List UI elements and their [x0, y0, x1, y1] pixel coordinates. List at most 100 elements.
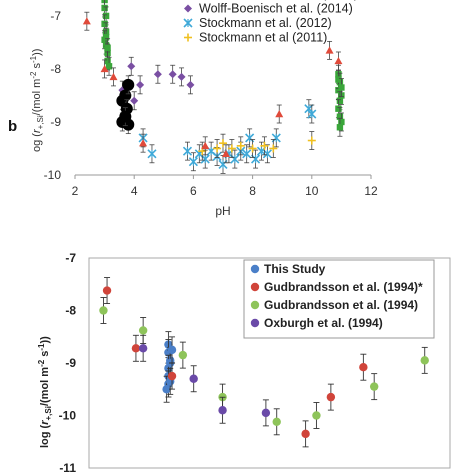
- top-x-tick-label: 12: [364, 184, 378, 198]
- data-point: [420, 356, 429, 365]
- square-point: [336, 124, 344, 131]
- diamond-point: [186, 80, 195, 89]
- top-x-tick-label: 10: [305, 184, 319, 198]
- triangle-point: [275, 110, 284, 118]
- diamond-point: [168, 70, 177, 79]
- top-x-tick-label: 2: [72, 184, 79, 198]
- bot-ylabel-r: r: [39, 420, 51, 425]
- top-series-wolff-boenisch-et-al-2014: [118, 56, 195, 111]
- bottom-chart-marks: [99, 277, 429, 448]
- top-legend-label: Wolff-Boenisch et al. (2014): [199, 2, 353, 16]
- top-y-tick-label: -8: [50, 62, 61, 76]
- top-series-stockmann-et-al-2012: [138, 99, 317, 174]
- bottom-legend-item-this-study: This Study: [250, 262, 326, 276]
- square-point: [101, 4, 108, 12]
- square-point: [105, 63, 113, 70]
- bottom-series-oxburgh-et-al-1994: [138, 334, 271, 427]
- bottom-legend-label: Gudbrandsson et al. (1994)*: [264, 280, 423, 294]
- bottom-y-tick-label: -11: [59, 461, 76, 474]
- bot-ylabel-pre: log (: [39, 424, 51, 448]
- bot-ylabel-s: s: [39, 351, 51, 360]
- data-point: [167, 345, 177, 355]
- top-y-axis-label: og (r+,Si/(mol m-2 s-1)): [29, 49, 45, 152]
- data-point: [131, 344, 141, 353]
- bottom-legend-label: Oxburgh et al. (1994): [264, 316, 383, 330]
- top-ylabel-mid: /(mol m: [31, 79, 43, 116]
- top-y-ticks: -10 -9 -8 -7: [44, 9, 62, 182]
- bottom-series-gudbrandsson-et-al-1994: [99, 297, 429, 436]
- top-legend-label: Stockmann et al. (2012): [199, 16, 332, 30]
- square-point: [338, 118, 345, 126]
- bottom-y-tick-label: -9: [65, 356, 76, 370]
- square-point: [102, 12, 110, 20]
- top-x-ticks: 2 4 6 8 10 12: [72, 175, 378, 198]
- top-series-triangle: [82, 11, 343, 164]
- bot-ylabel-mid: /(mol m: [39, 367, 51, 406]
- top-ylabel-r: r: [31, 128, 43, 133]
- triangle-point: [139, 139, 148, 147]
- bottom-legend-box: [243, 259, 435, 339]
- data-point: [272, 417, 281, 426]
- circle-point: [122, 78, 135, 91]
- legend-marker: [250, 264, 260, 274]
- data-point: [162, 385, 171, 394]
- bottom-y-tick-label: -10: [59, 409, 77, 423]
- top-ylabel-sub: +,Si: [36, 115, 45, 129]
- top-ylabel-pre: og (: [31, 133, 43, 152]
- top-y-tick-label: -9: [50, 115, 61, 129]
- top-chart: b 2 4 6 8 10 12 -10 -9 -8 -7 pH og (r+,Si/(mol m…: [8, 0, 378, 218]
- square-point: [104, 57, 111, 65]
- diamond-point: [184, 4, 192, 13]
- data-point: [261, 408, 271, 418]
- square-point: [102, 33, 110, 41]
- square-point: [335, 105, 342, 112]
- bottom-y-tick-label: -7: [65, 251, 76, 265]
- top-y-tick-label: -10: [44, 168, 62, 182]
- triangle-point: [82, 17, 91, 25]
- bottom-legend-label: This Study: [264, 262, 326, 276]
- diamond-point: [153, 70, 162, 79]
- data-point: [312, 411, 321, 420]
- top-y-tick-label: -7: [50, 9, 61, 23]
- square-point: [336, 113, 344, 120]
- top-legend: Oelkers and Gislason (2001)Wolff-Boenisc…: [183, 0, 358, 45]
- data-point: [359, 363, 368, 372]
- triangle-point: [325, 46, 334, 54]
- diamond-point: [130, 96, 139, 105]
- top-series-oelkers-and-gislason-2001: [101, 0, 345, 137]
- data-point: [369, 382, 379, 391]
- top-x-tick-label: 6: [190, 184, 197, 198]
- legend-marker: [250, 318, 260, 328]
- bot-ylabel-exp2: -1: [37, 343, 46, 351]
- top-ylabel-exp2: -1: [29, 55, 38, 63]
- bottom-legend-item-gudbrandsson-et-al-1994: Gudbrandsson et al. (1994)*: [250, 280, 423, 294]
- triangle-point: [221, 149, 230, 157]
- diamond-point: [177, 72, 186, 81]
- top-legend-item-stockmann-et-al-2012: Stockmann et al. (2012): [183, 16, 332, 30]
- top-x-tick-label: 4: [131, 184, 138, 198]
- data-point: [218, 406, 227, 415]
- panel-label-b: b: [8, 118, 17, 135]
- bot-ylabel-exp1: -2: [37, 359, 46, 367]
- bottom-plot-frame: [88, 257, 451, 469]
- triangle-point: [334, 56, 343, 65]
- bot-ylabel-post: )): [39, 336, 51, 344]
- data-point: [99, 306, 108, 315]
- data-point: [102, 286, 112, 295]
- top-x-tick-label: 8: [249, 184, 256, 198]
- top-legend-item-stockmann-et-al-2011: Stockmann et al (2011): [184, 31, 327, 45]
- square-point: [336, 97, 344, 104]
- bottom-legend-label: Gudbrandsson et al. (1994): [264, 298, 418, 312]
- circle-point: [119, 110, 132, 123]
- top-x-axis-label: pH: [215, 204, 230, 218]
- data-point: [167, 371, 177, 381]
- square-point: [335, 76, 342, 83]
- top-ylabel-s: s: [31, 62, 43, 71]
- diamond-point: [127, 62, 136, 71]
- top-legend-label: Oelkers and Gislason (2001): [199, 0, 358, 1]
- top-ylabel-exp1: -2: [29, 71, 38, 79]
- bottom-series-gudbrandsson-et-al-1994: [102, 277, 368, 448]
- legend-marker: [250, 282, 260, 292]
- data-point: [326, 392, 336, 402]
